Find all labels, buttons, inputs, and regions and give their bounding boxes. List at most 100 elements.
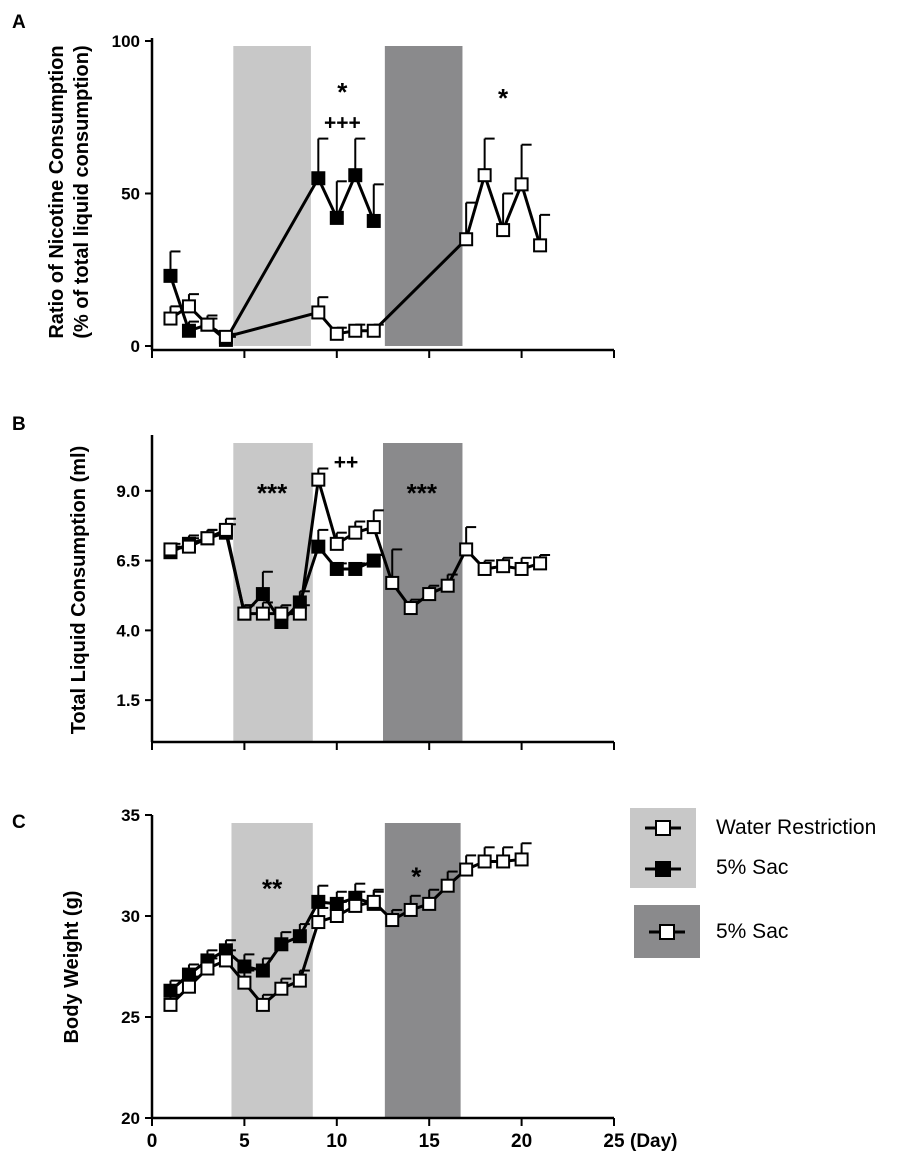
data-point [440,878,455,893]
data-point [311,894,326,909]
data-point [181,979,196,994]
shaded-region-dark [384,823,461,1118]
data-point [292,929,307,944]
panel-letter-a: A [12,12,26,33]
data-point [514,177,529,192]
legend-label-5pct-sac: 5% Sac [716,856,788,879]
data-point [496,559,511,574]
data-point [163,268,178,283]
y-axis-label: Body Weight (g) [61,891,83,1044]
y-tick-label: 50 [121,185,140,204]
data-point [181,299,196,314]
data-point [385,575,400,590]
data-point [514,852,529,867]
y-tick-label: 25 [121,1008,140,1027]
data-point [348,168,363,183]
panel-b: B Total Liquid Consumption (ml) 1.5 4.0 6.… [12,414,615,750]
y-tick-label: 4.0 [116,621,140,640]
data-point [311,915,326,930]
data-point [348,898,363,913]
data-point [533,556,548,571]
data-point [200,317,215,332]
annotation-star: *** [257,478,288,508]
data-point [329,536,344,551]
data-point [403,902,418,917]
annotation-star: *** [407,478,438,508]
data-point [533,238,548,253]
series-line [169,857,522,1008]
data-point [255,606,270,621]
data-point [385,913,400,928]
data-point [292,973,307,988]
data-point [311,171,326,186]
legend-markers [645,820,685,940]
data-point [163,542,178,557]
x-tick-label: 20 [511,1131,532,1152]
data-point [366,323,381,338]
data-point [422,587,437,602]
data-point [477,854,492,869]
data-point [403,601,418,616]
data-point [163,997,178,1012]
data-point [237,975,252,990]
y-axis-label-line2: (% of total liquid consumption) [71,45,93,338]
data-point [514,561,529,576]
data-point [366,894,381,909]
panel-a: A Ratio of Nicotine Consumption (% of to… [12,12,615,358]
y-tick-label: 20 [121,1109,140,1128]
y-tick-label: 0 [131,337,140,356]
series-open [163,137,551,344]
data-point [181,323,196,338]
annotations: ** * [262,862,422,904]
axes: 20 25 30 35 0 5 10 15 20 25 [121,806,625,1152]
annotations: * +++ * [324,77,509,135]
data-point [274,606,289,621]
data-point [348,561,363,576]
y-tick-label: 1.5 [116,691,140,710]
x-axis-unit-label: (Day) [630,1131,678,1152]
x-tick-label: 5 [239,1131,250,1152]
series-open [163,467,551,621]
data-point [496,223,511,238]
series-group [163,467,551,629]
data-point [440,578,455,593]
data-point [200,961,215,976]
x-tick-label: 15 [419,1131,441,1152]
x-tick-label: 0 [147,1131,158,1152]
data-point [200,531,215,546]
data-point [366,553,381,568]
y-tick-label: 6.5 [116,552,140,571]
annotation-star: ** [262,874,283,904]
data-point [163,311,178,326]
data-point [496,854,511,869]
data-point [329,326,344,341]
data-point [311,539,326,554]
legend: Water Restriction 5% Sac 5% Sac [630,808,876,958]
data-point [255,997,270,1012]
data-point [348,323,363,338]
data-point [329,909,344,923]
data-point [274,937,289,952]
data-point [181,539,196,554]
y-axis-label: Ratio of Nicotine Consumption [46,45,68,338]
annotation-star: * [498,83,509,113]
data-point [477,561,492,576]
data-point [329,210,344,225]
legend-label-water-restriction: Water Restriction [716,816,876,839]
data-point [255,963,270,978]
y-tick-label: 35 [121,806,140,825]
data-point [218,329,233,344]
data-point [274,981,289,996]
axes: 1.5 4.0 6.5 9.0 [116,435,615,750]
legend-marker-open [655,820,671,836]
y-axis-label: Total Liquid Consumption (ml) [68,446,90,734]
data-point [366,520,381,535]
data-point [311,472,326,487]
data-point [311,305,326,320]
annotations: *** ++ *** [257,451,438,508]
annotation-plus: ++ [334,451,359,474]
panel-letter-c: C [12,812,26,833]
data-point [218,522,233,537]
legend-marker-filled [655,861,671,877]
